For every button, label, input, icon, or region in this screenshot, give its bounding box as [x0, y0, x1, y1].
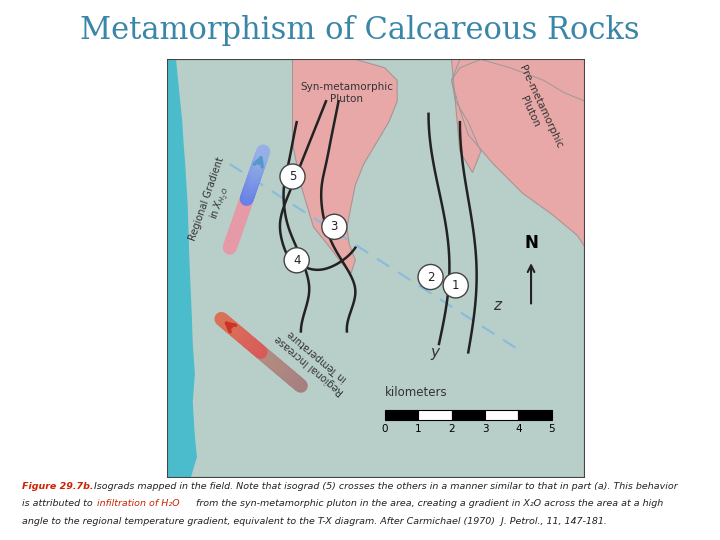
Bar	[485, 410, 518, 420]
Text: 0: 0	[382, 424, 388, 434]
Text: 4: 4	[516, 424, 522, 434]
Text: from the syn-metamorphic pluton in the area, creating a gradient in X₂O across t: from the syn-metamorphic pluton in the a…	[196, 500, 663, 509]
Text: 2: 2	[449, 424, 455, 434]
Bar	[418, 410, 451, 420]
Text: z: z	[493, 299, 501, 314]
Text: Figure 29.7b.: Figure 29.7b.	[22, 482, 93, 491]
Text: Metamorphism of Calcareous Rocks: Metamorphism of Calcareous Rocks	[80, 15, 640, 46]
Text: Pre-metamorphic
Pluton: Pre-metamorphic Pluton	[506, 64, 564, 155]
Text: kilometers: kilometers	[384, 386, 447, 399]
Text: N: N	[524, 234, 538, 252]
Text: Regional Increase
in Temperature: Regional Increase in Temperature	[274, 325, 354, 397]
Circle shape	[284, 248, 310, 273]
Text: 1: 1	[415, 424, 421, 434]
Text: 5: 5	[549, 424, 555, 434]
Polygon shape	[167, 59, 197, 478]
Text: infiltration of H₂O: infiltration of H₂O	[97, 500, 180, 509]
Polygon shape	[451, 59, 585, 248]
Circle shape	[322, 214, 347, 239]
Text: y: y	[431, 345, 440, 360]
Text: Regional Gradient
in $X_{H_2O}$: Regional Gradient in $X_{H_2O}$	[188, 156, 243, 248]
Text: 4: 4	[293, 254, 300, 267]
Circle shape	[418, 265, 444, 289]
Polygon shape	[292, 59, 397, 273]
Text: 3: 3	[330, 220, 338, 233]
Text: 2: 2	[427, 271, 434, 284]
Circle shape	[280, 164, 305, 189]
Bar	[384, 410, 418, 420]
Circle shape	[444, 273, 468, 298]
Text: 1: 1	[452, 279, 459, 292]
Polygon shape	[451, 59, 585, 172]
Text: is attributed to: is attributed to	[22, 500, 95, 509]
Text: Isograds mapped in the field. Note that isograd (5) crosses the others in a mann: Isograds mapped in the field. Note that …	[94, 482, 678, 491]
Text: Syn-metamorphic
Pluton: Syn-metamorphic Pluton	[300, 82, 393, 104]
Text: angle to the regional temperature gradient, equivalent to the T-X diagram. After: angle to the regional temperature gradie…	[22, 517, 606, 526]
Text: 5: 5	[289, 170, 296, 183]
Text: 3: 3	[482, 424, 488, 434]
Bar	[518, 410, 552, 420]
Bar	[451, 410, 485, 420]
